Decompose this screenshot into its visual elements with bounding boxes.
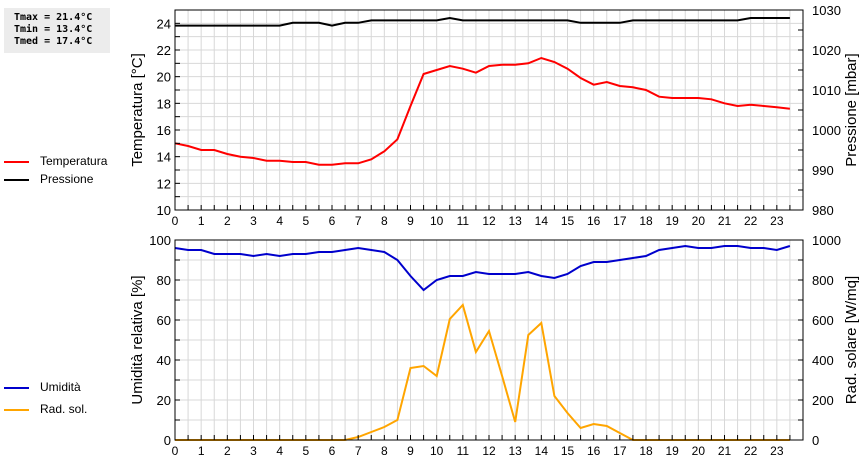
temperature-pressure-chart: 0 1 2 3 4 5 6 7 8 9 10 11 12 13 14 15 16 17 18 19 20 21 22 2310… xyxy=(129,3,860,228)
legend-swatch-black xyxy=(4,179,29,181)
y-tick-label: 16 xyxy=(157,123,171,138)
y2-tick-label: 800 xyxy=(812,273,834,288)
y2-tick-label: 1010 xyxy=(812,83,841,98)
y-tick-label: 14 xyxy=(157,150,171,165)
legend-label: Temperatura xyxy=(40,154,108,168)
y-tick-label: 18 xyxy=(157,96,171,111)
x-tick-label: 6 xyxy=(329,214,336,228)
y2-tick-label: 0 xyxy=(812,433,819,448)
x-tick-label: 3 xyxy=(250,444,257,458)
y-tick-label: 22 xyxy=(157,43,171,58)
humidity-radiation-chart: 0 1 2 3 4 5 6 7 8 9 10 11 12 13 14 15 16 17 18 19 20 21 22 2302… xyxy=(129,233,860,458)
y-tick-label: 20 xyxy=(157,393,171,408)
x-tick-label: 16 xyxy=(587,444,601,458)
y2-tick-label: 400 xyxy=(812,353,834,368)
x-tick-label: 6 xyxy=(329,444,336,458)
x-tick-label: 9 xyxy=(407,214,414,228)
y-tick-label: 100 xyxy=(149,233,171,248)
x-tick-label: 13 xyxy=(508,214,522,228)
y2-tick-label: 200 xyxy=(812,393,834,408)
x-tick-label: 12 xyxy=(482,214,496,228)
x-tick-label: 14 xyxy=(535,214,549,228)
y2-tick-label: 990 xyxy=(812,163,834,178)
x-tick-label: 18 xyxy=(639,444,653,458)
x-tick-label: 17 xyxy=(613,214,627,228)
x-tick-label: 9 xyxy=(407,444,414,458)
x-tick-label: 5 xyxy=(302,214,309,228)
x-tick-label: 21 xyxy=(718,444,732,458)
x-tick-label: 5 xyxy=(302,444,309,458)
x-tick-label: 18 xyxy=(639,214,653,228)
y-tick-label: 20 xyxy=(157,70,171,85)
tmax-stat: Tmax = 21.4°C xyxy=(14,12,93,23)
x-tick-label: 21 xyxy=(718,214,732,228)
x-tick-label: 4 xyxy=(276,444,283,458)
legend-label: Pressione xyxy=(40,172,94,186)
y2-tick-label: 600 xyxy=(812,313,834,328)
y2-tick-label: 1000 xyxy=(812,123,841,138)
series-line-temperatura xyxy=(174,56,791,166)
y-tick-label: 80 xyxy=(157,273,171,288)
x-tick-label: 1 xyxy=(198,214,205,228)
tmed-stat: Tmed = 17.4°C xyxy=(14,36,93,47)
y-tick-label: 12 xyxy=(157,176,171,191)
stats-box: Tmax = 21.4°C Tmin = 13.4°C Tmed = 17.4°… xyxy=(4,8,110,53)
x-tick-label: 17 xyxy=(613,444,627,458)
x-tick-label: 7 xyxy=(355,444,362,458)
x-tick-label: 3 xyxy=(250,214,257,228)
x-tick-label: 7 xyxy=(355,214,362,228)
y2-axis-title: Pressione [mbar] xyxy=(843,53,860,166)
x-tick-label: 0 xyxy=(172,444,179,458)
x-tick-label: 12 xyxy=(482,444,496,458)
y2-tick-label: 980 xyxy=(812,203,834,218)
y2-tick-label: 1000 xyxy=(812,233,841,248)
x-tick-label: 1 xyxy=(198,444,205,458)
y-tick-label: 24 xyxy=(157,16,171,31)
y2-tick-label: 1020 xyxy=(812,43,841,58)
x-tick-label: 13 xyxy=(508,444,522,458)
x-tick-label: 22 xyxy=(744,214,758,228)
y-tick-label: 10 xyxy=(157,203,171,218)
legend-swatch-blue xyxy=(4,387,29,389)
x-tick-label: 10 xyxy=(430,444,444,458)
y2-tick-label: 1030 xyxy=(812,3,841,18)
x-tick-label: 16 xyxy=(587,214,601,228)
x-tick-label: 23 xyxy=(770,214,784,228)
x-tick-label: 14 xyxy=(535,444,549,458)
x-tick-label: 8 xyxy=(381,444,388,458)
x-tick-label: 19 xyxy=(665,214,679,228)
x-tick-label: 2 xyxy=(224,214,231,228)
legend-swatch-orange xyxy=(4,409,29,411)
legend-swatch-red xyxy=(4,161,29,163)
x-tick-label: 22 xyxy=(744,444,758,458)
legend-label: Umidità xyxy=(40,380,81,394)
y-tick-label: 0 xyxy=(164,433,171,448)
x-tick-label: 11 xyxy=(457,214,470,228)
x-tick-label: 10 xyxy=(430,214,444,228)
x-tick-label: 8 xyxy=(381,214,388,228)
x-tick-label: 23 xyxy=(770,444,784,458)
x-tick-label: 15 xyxy=(561,444,575,458)
x-tick-label: 0 xyxy=(172,214,179,228)
legend-label: Rad. sol. xyxy=(40,402,88,416)
y-tick-label: 40 xyxy=(157,353,171,368)
x-tick-label: 15 xyxy=(561,214,575,228)
x-tick-label: 20 xyxy=(692,214,706,228)
y2-axis-title: Rad. solare [W/mq] xyxy=(843,276,860,404)
series-line-pressione xyxy=(175,16,790,27)
y-axis-title: Temperatura [°C] xyxy=(129,53,146,167)
x-tick-label: 20 xyxy=(692,444,706,458)
x-tick-label: 4 xyxy=(276,214,283,228)
tmin-stat: Tmin = 13.4°C xyxy=(14,24,93,35)
series-line-umidit- xyxy=(174,244,791,292)
y-axis-title: Umidità relativa [%] xyxy=(129,275,146,404)
x-tick-label: 2 xyxy=(224,444,231,458)
x-tick-label: 19 xyxy=(665,444,679,458)
y-tick-label: 60 xyxy=(157,313,171,328)
x-tick-label: 11 xyxy=(457,444,470,458)
